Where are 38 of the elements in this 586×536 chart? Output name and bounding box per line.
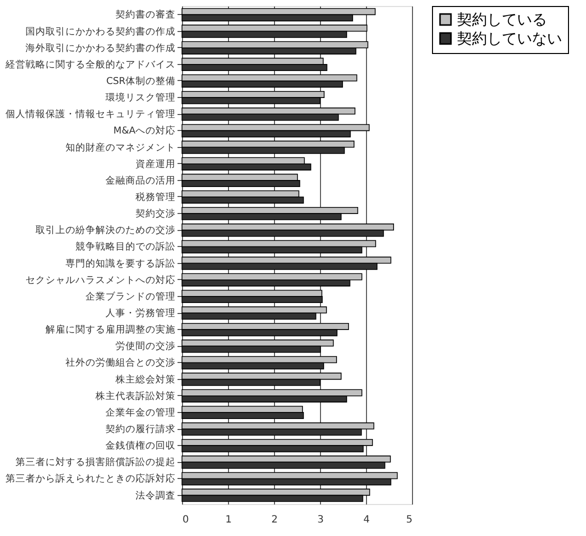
x-tick-label: 4 [363, 514, 370, 526]
y-tick-label: 企業ブランドの管理 [86, 290, 176, 302]
y-tick-label: セクシャルハラスメントへの対応 [26, 274, 176, 286]
y-tick-label: 海外取引にかかわる契約書の作成 [26, 42, 176, 54]
y-tick-label: 取引上の紛争解決のための交渉 [36, 224, 176, 236]
y-tick-label: 金銭債権の回収 [106, 440, 176, 452]
y-tick-label: 契約交渉 [136, 208, 176, 220]
y-tick-label: 社外の労働組合との交渉 [66, 356, 176, 369]
y-tick-label: 環境リスク管理 [106, 92, 176, 104]
y-tick-label: 金融商品の活用 [106, 174, 176, 186]
y-tick-label: 第三者から訴えられたときの応訴対応 [6, 472, 176, 485]
y-tick-label: 法令調査 [136, 489, 176, 502]
y-tick-label: 専門的知識を要する訴訟 [66, 257, 176, 270]
y-tick-label: 知的財産のマネジメント [66, 141, 176, 154]
y-tick-label: 個人情報保護・情報セキュリティ管理 [6, 108, 176, 120]
x-tick-label: 2 [271, 514, 278, 526]
y-tick-label: 人事・労務管理 [106, 307, 176, 320]
x-tick-label: 1 [225, 514, 232, 526]
y-tick-label: 資産運用 [136, 158, 176, 170]
legend-label: 契約している [457, 10, 547, 28]
y-tick-label: 契約の履行請求 [106, 423, 176, 436]
y-tick-label: 労使間の交渉 [116, 340, 176, 352]
y-tick-label: 株主代表訴訟対策 [94, 390, 176, 402]
y-tick-label: 解雇に関する雇用調整の実施 [46, 324, 176, 336]
y-tick-label: 経営戦略に関する全般的なアドバイス [4, 58, 176, 70]
x-tick-label: 3 [317, 514, 324, 526]
legend-label: 契約していない [457, 30, 562, 48]
x-tick-label: 0 [182, 514, 189, 526]
y-tick-label: 契約書の審査 [116, 8, 176, 21]
y-tick-label: M&Aへの対応 [113, 124, 176, 137]
y-tick-label: 株主総会対策 [114, 373, 176, 386]
x-tick-label: 5 [406, 514, 412, 526]
y-tick-label: 国内取引にかかわる契約書の作成 [26, 25, 176, 38]
y-tick-label: 税務管理 [136, 190, 176, 203]
y-tick-label: 競争戦略目的での訴訟 [76, 240, 176, 253]
y-tick-label: 第三者に対する損害賠償訴訟の提起 [16, 456, 176, 468]
y-tick-label: 企業年金の管理 [106, 406, 176, 418]
y-tick-label: CSR体制の整備 [106, 74, 176, 87]
